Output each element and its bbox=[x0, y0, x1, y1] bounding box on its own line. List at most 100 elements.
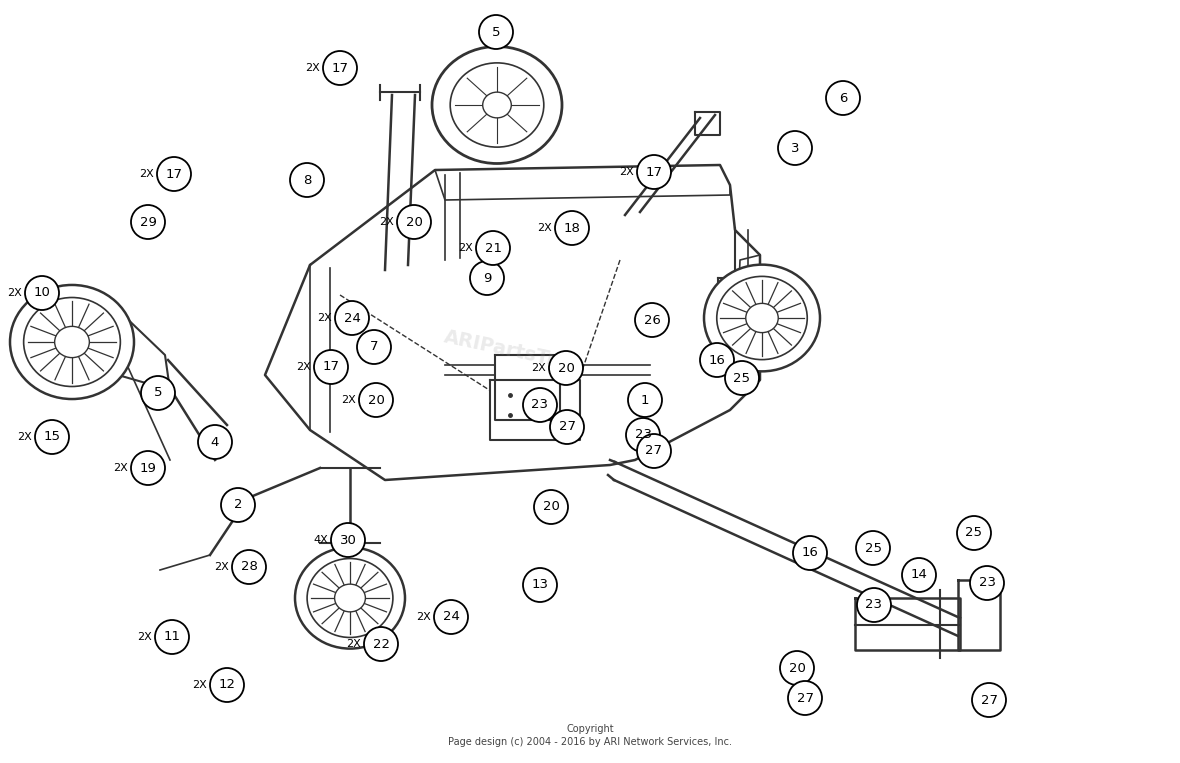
Ellipse shape bbox=[483, 92, 511, 118]
Text: 30: 30 bbox=[340, 533, 356, 546]
Circle shape bbox=[363, 627, 398, 661]
Circle shape bbox=[523, 568, 557, 602]
Text: 2X: 2X bbox=[18, 432, 32, 442]
Circle shape bbox=[627, 418, 660, 452]
Text: 20: 20 bbox=[406, 215, 422, 228]
Text: ARIPartsTree: ARIPartsTree bbox=[441, 327, 585, 375]
Text: 2X: 2X bbox=[139, 169, 155, 179]
Circle shape bbox=[826, 81, 860, 115]
Circle shape bbox=[550, 410, 584, 444]
Text: 21: 21 bbox=[485, 242, 502, 255]
Text: 27: 27 bbox=[645, 445, 662, 458]
Circle shape bbox=[700, 343, 734, 377]
Text: 22: 22 bbox=[373, 638, 389, 651]
Text: 4X: 4X bbox=[313, 535, 328, 545]
Circle shape bbox=[131, 451, 165, 485]
Text: 1: 1 bbox=[641, 394, 649, 407]
Circle shape bbox=[725, 361, 759, 395]
Text: 16: 16 bbox=[801, 546, 819, 559]
Circle shape bbox=[857, 588, 891, 622]
Circle shape bbox=[210, 668, 244, 702]
Text: 19: 19 bbox=[139, 462, 157, 475]
Text: 3: 3 bbox=[791, 141, 799, 154]
Text: 11: 11 bbox=[164, 630, 181, 643]
Text: 2X: 2X bbox=[306, 63, 320, 73]
Text: 27: 27 bbox=[981, 694, 997, 707]
Text: 17: 17 bbox=[645, 166, 662, 179]
Circle shape bbox=[637, 434, 671, 468]
Text: 2X: 2X bbox=[317, 313, 332, 323]
Text: 17: 17 bbox=[332, 62, 348, 75]
Text: 14: 14 bbox=[911, 568, 927, 581]
Text: 24: 24 bbox=[442, 610, 459, 623]
Circle shape bbox=[637, 155, 671, 189]
Text: 2X: 2X bbox=[113, 463, 127, 473]
Ellipse shape bbox=[307, 559, 393, 637]
Text: 2X: 2X bbox=[531, 363, 546, 373]
Circle shape bbox=[793, 536, 827, 570]
Circle shape bbox=[131, 205, 165, 239]
Text: 23: 23 bbox=[978, 577, 996, 590]
Circle shape bbox=[25, 276, 59, 310]
Text: Page design (c) 2004 - 2016 by ARI Network Services, Inc.: Page design (c) 2004 - 2016 by ARI Netwo… bbox=[448, 736, 732, 747]
Text: 20: 20 bbox=[543, 501, 559, 513]
Text: 15: 15 bbox=[44, 430, 60, 443]
Circle shape bbox=[970, 566, 1004, 600]
Circle shape bbox=[198, 425, 232, 459]
Text: 9: 9 bbox=[483, 272, 491, 285]
Ellipse shape bbox=[335, 584, 366, 612]
Circle shape bbox=[35, 420, 68, 454]
Text: 2X: 2X bbox=[7, 288, 22, 298]
Text: 25: 25 bbox=[734, 372, 750, 385]
Text: 28: 28 bbox=[241, 561, 257, 574]
Text: 2: 2 bbox=[234, 498, 242, 511]
Text: 25: 25 bbox=[865, 542, 881, 555]
Text: 27: 27 bbox=[558, 420, 576, 433]
Text: 2X: 2X bbox=[346, 639, 361, 649]
Circle shape bbox=[359, 383, 393, 417]
Circle shape bbox=[902, 558, 936, 592]
Circle shape bbox=[434, 600, 468, 634]
Text: 23: 23 bbox=[635, 429, 651, 442]
Circle shape bbox=[155, 620, 189, 654]
Circle shape bbox=[778, 131, 812, 165]
Text: Copyright: Copyright bbox=[566, 723, 614, 734]
Text: 23: 23 bbox=[865, 598, 883, 611]
Circle shape bbox=[314, 350, 348, 384]
Text: 2X: 2X bbox=[192, 680, 206, 690]
Text: 8: 8 bbox=[303, 173, 312, 186]
Circle shape bbox=[470, 261, 504, 295]
Circle shape bbox=[157, 157, 191, 191]
Circle shape bbox=[549, 351, 583, 385]
Text: 2X: 2X bbox=[341, 395, 356, 405]
Text: 10: 10 bbox=[33, 286, 51, 300]
Text: 23: 23 bbox=[531, 398, 549, 411]
Circle shape bbox=[628, 383, 662, 417]
Circle shape bbox=[476, 231, 510, 265]
Ellipse shape bbox=[295, 547, 405, 649]
Ellipse shape bbox=[9, 285, 135, 399]
FancyBboxPatch shape bbox=[494, 355, 560, 420]
Circle shape bbox=[221, 488, 255, 522]
Circle shape bbox=[335, 301, 369, 335]
Text: 7: 7 bbox=[369, 340, 379, 353]
Circle shape bbox=[290, 163, 324, 197]
Circle shape bbox=[555, 211, 589, 245]
Text: 2X: 2X bbox=[620, 167, 634, 177]
Text: 17: 17 bbox=[165, 168, 183, 181]
Text: 2X: 2X bbox=[296, 362, 312, 372]
Text: 2X: 2X bbox=[458, 243, 473, 253]
Circle shape bbox=[972, 683, 1007, 717]
Circle shape bbox=[479, 15, 513, 49]
Circle shape bbox=[780, 651, 814, 685]
Text: 16: 16 bbox=[708, 353, 726, 366]
Ellipse shape bbox=[24, 298, 120, 387]
Circle shape bbox=[523, 388, 557, 422]
Text: 12: 12 bbox=[218, 678, 236, 691]
Circle shape bbox=[788, 681, 822, 715]
Circle shape bbox=[856, 531, 890, 565]
Text: 2X: 2X bbox=[417, 612, 431, 622]
Text: 25: 25 bbox=[965, 526, 983, 539]
Text: 6: 6 bbox=[839, 92, 847, 105]
Ellipse shape bbox=[432, 47, 562, 163]
